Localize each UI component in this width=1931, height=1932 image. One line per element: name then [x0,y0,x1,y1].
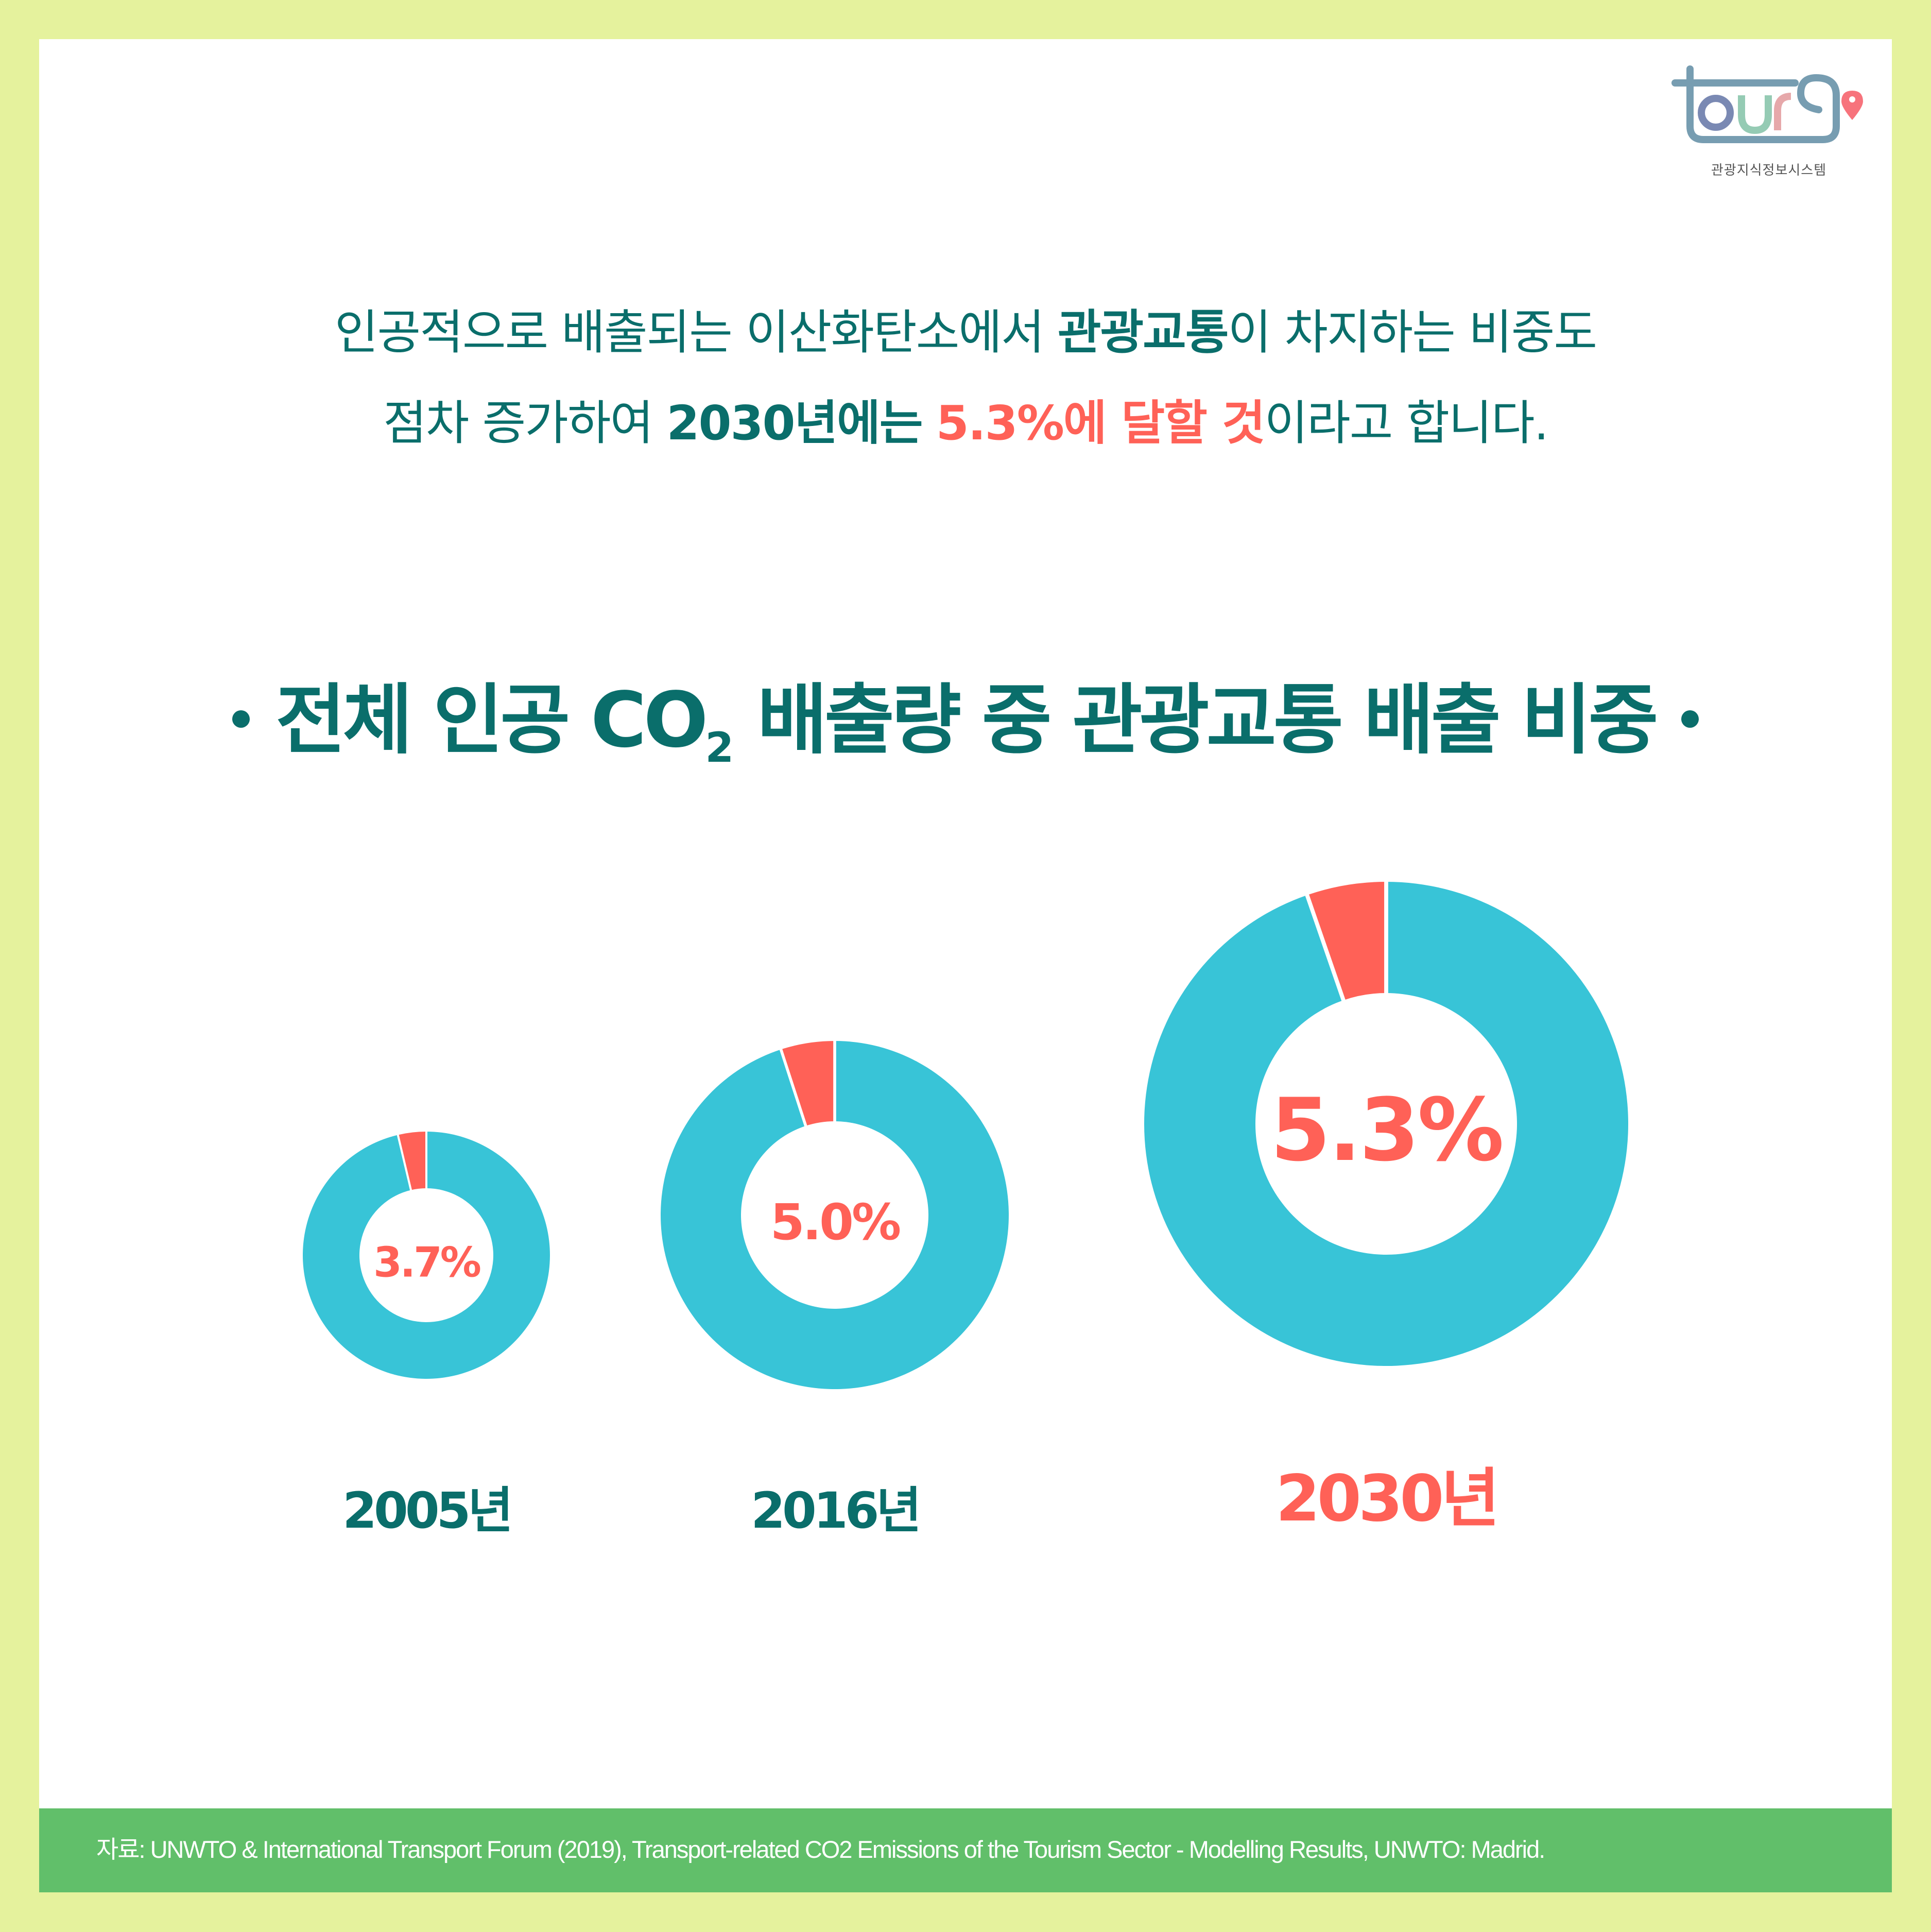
donut-segment-other [1144,882,1628,1366]
content-panel [39,39,1892,1892]
donut-segment-other [302,1132,550,1379]
donut-segment-tourism-transport [398,1132,426,1190]
donut-segment-tourism-transport [781,1041,835,1126]
map-pin-icon [1841,91,1863,120]
logo-caption: 관광지식정보시스템 [1711,163,1827,178]
intro-text: 이 차지하는 비중도 [1228,305,1597,360]
bullet-dot-icon [1681,710,1699,728]
intro-text: 점차 증가하여 [383,396,667,451]
chart-title: 전체 인공 CO2 배출량 중 관광교통 배출 비중 [0,679,1931,789]
donut-2005년 [302,1131,550,1379]
donut-percent-label: 5.3% [1270,1080,1504,1181]
intro-emphasis: 2030년에는 [666,396,923,451]
source-footer: 자료: UNWTO & International Transport Foru… [39,1808,1892,1892]
donut-2030년 [1144,881,1628,1366]
intro-highlight: 5.3%에 달할 것 [936,396,1266,451]
tour9-logo [1671,65,1863,143]
title-text: 배출량 중 관광교통 배출 비중 [734,676,1659,764]
donut-percent-label: 3.7% [373,1238,481,1287]
intro-emphasis: 관광교통 [1057,305,1229,360]
year-label: 2030년 [1275,1462,1499,1536]
source-text: 자료: UNWTO & International Transport Foru… [96,1836,1545,1863]
donut-2016년 [661,1040,1009,1389]
bullet-dot-icon [232,710,250,728]
donut-segment-tourism-transport [1307,882,1386,1000]
intro-text: 인공적으로 배출되는 이산화탄소에서 [334,305,1058,360]
year-label: 2005년 [342,1482,513,1540]
donut-percent-label: 5.0% [770,1193,901,1251]
donut-segment-other [661,1041,1009,1389]
intro-line-1: 인공적으로 배출되는 이산화탄소에서 관광교통이 차지하는 비중도 [0,309,1931,356]
year-label: 2016년 [751,1482,922,1540]
intro-text: 이라고 합니다. [1264,396,1549,451]
title-subscript: 2 [705,724,734,772]
intro-line-2: 점차 증가하여 2030년에는 5.3%에 달할 것이라고 합니다. [0,400,1931,447]
title-text: 전체 인공 CO [275,676,708,764]
